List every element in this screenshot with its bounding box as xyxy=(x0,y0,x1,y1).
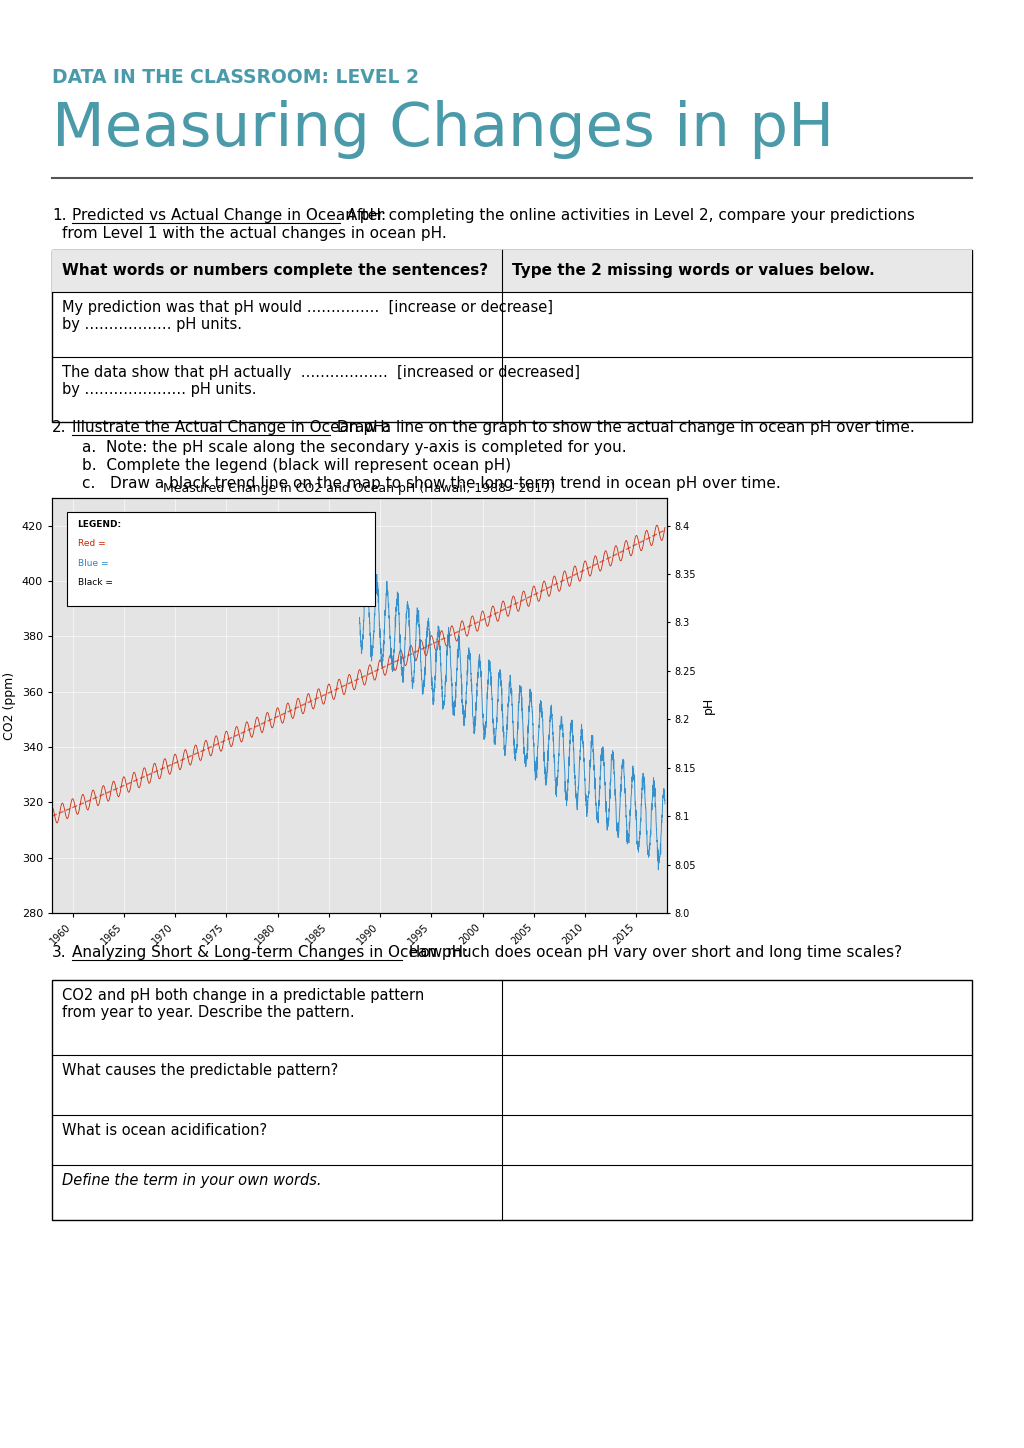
Text: My prediction was that pH would ……………  [increase or decrease]
by ……………… pH units: My prediction was that pH would …………… [i… xyxy=(62,300,553,333)
Title: Measured Change in CO2 and Ocean pH (Hawaii, 1988 - 2017): Measured Change in CO2 and Ocean pH (Haw… xyxy=(164,482,556,495)
Text: Type the 2 missing words or values below.: Type the 2 missing words or values below… xyxy=(512,264,874,278)
Y-axis label: pH: pH xyxy=(701,696,715,714)
Text: Measuring Changes in pH: Measuring Changes in pH xyxy=(52,100,835,159)
Text: Blue =: Blue = xyxy=(78,559,109,568)
Bar xyxy=(52,251,972,421)
Text: What is ocean acidification?: What is ocean acidification? xyxy=(62,1124,267,1138)
Text: Black =: Black = xyxy=(78,578,113,588)
Text: c.   Draw a black trend line on the map to show the long-term trend in ocean pH : c. Draw a black trend line on the map to… xyxy=(82,476,780,491)
Text: Illustrate the Actual Change in Ocean pH:: Illustrate the Actual Change in Ocean pH… xyxy=(72,420,390,434)
Text: b.  Complete the legend (black will represent ocean pH): b. Complete the legend (black will repre… xyxy=(82,458,511,473)
Text: from Level 1 with the actual changes in ocean pH.: from Level 1 with the actual changes in … xyxy=(62,226,446,240)
Text: Analyzing Short & Long-term Changes in Ocean pH:: Analyzing Short & Long-term Changes in O… xyxy=(72,946,468,960)
Text: How much does ocean pH vary over short and long time scales?: How much does ocean pH vary over short a… xyxy=(404,946,902,960)
Text: Define the term in your own words.: Define the term in your own words. xyxy=(62,1173,322,1187)
Y-axis label: CO2 (ppm): CO2 (ppm) xyxy=(3,672,16,740)
Text: After completing the online activities in Level 2, compare your predictions: After completing the online activities i… xyxy=(342,209,914,223)
Text: Red =: Red = xyxy=(78,540,105,549)
Text: The data show that pH actually  ………………  [increased or decreased]
by ………………… pH u: The data show that pH actually ……………… [i… xyxy=(62,365,580,397)
Text: CO2 and pH both change in a predictable pattern
from year to year. Describe the : CO2 and pH both change in a predictable … xyxy=(62,988,424,1021)
Text: 3.: 3. xyxy=(52,946,67,960)
Bar xyxy=(68,511,375,605)
Text: 1.: 1. xyxy=(52,209,67,223)
Bar xyxy=(52,980,972,1221)
Text: 2.: 2. xyxy=(52,420,67,434)
Text: What causes the predictable pattern?: What causes the predictable pattern? xyxy=(62,1063,338,1077)
Text: LEGEND:: LEGEND: xyxy=(78,520,122,529)
Text: DATA IN THE CLASSROOM: LEVEL 2: DATA IN THE CLASSROOM: LEVEL 2 xyxy=(52,68,419,87)
Text: What words or numbers complete the sentences?: What words or numbers complete the sente… xyxy=(62,264,488,278)
Bar xyxy=(52,251,972,292)
Text: a.  Note: the pH scale along the secondary y-axis is completed for you.: a. Note: the pH scale along the secondar… xyxy=(82,440,627,455)
Text: Draw a line on the graph to show the actual change in ocean pH over time.: Draw a line on the graph to show the act… xyxy=(332,420,914,434)
Text: Predicted vs Actual Change in Ocean pH:: Predicted vs Actual Change in Ocean pH: xyxy=(72,209,386,223)
